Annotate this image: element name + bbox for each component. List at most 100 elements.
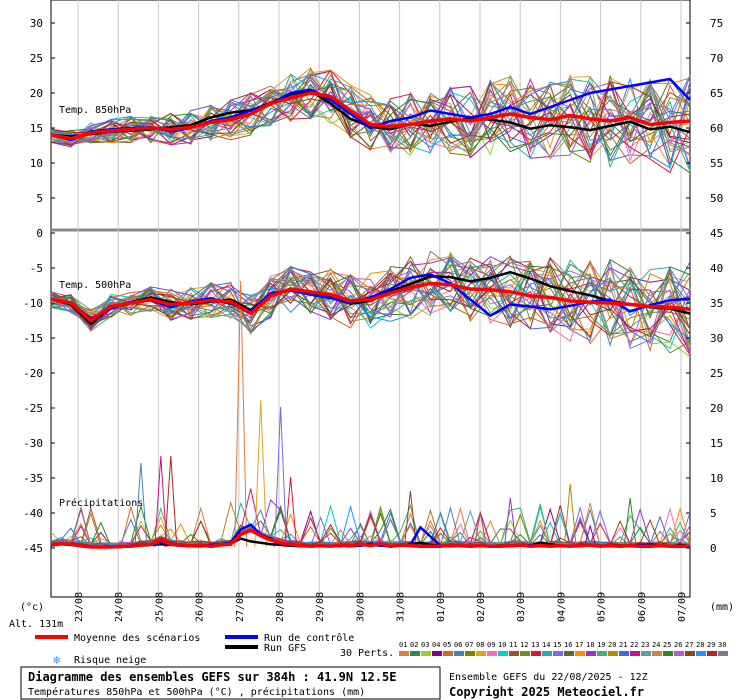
- pert-legend-number: 17: [575, 641, 583, 649]
- y-tick-right: 15: [710, 437, 723, 450]
- perturbation-line-500: [50, 256, 691, 336]
- run-label: Ensemble GEFS du 22/08/2025 - 12Z: [449, 672, 648, 683]
- legend-mean-label: Moyenne des scénarios: [74, 632, 200, 644]
- pert-legend-number: 22: [630, 641, 638, 649]
- x-tick-label: 30/08: [355, 592, 366, 622]
- pert-legend-swatch: [630, 651, 640, 656]
- pert-legend-number: 15: [553, 641, 561, 649]
- x-tick-label: 25/08: [154, 592, 165, 622]
- perturbation-line-500: [50, 255, 691, 354]
- x-tick-label: 06/09: [637, 592, 648, 622]
- precip-peak: [473, 511, 487, 548]
- pert-legend-number: 13: [531, 641, 539, 649]
- pert-legend-swatch: [410, 651, 420, 656]
- pert-legend-swatch: [553, 651, 563, 656]
- pert-legend-number: 28: [696, 641, 704, 649]
- pert-legend-swatch: [476, 651, 486, 656]
- y-tick-right: 55: [710, 157, 723, 170]
- mean-line-precip: [50, 528, 690, 549]
- y-tick-left: 5: [36, 192, 43, 205]
- legend-control-label: Run de contrôle: [264, 632, 354, 644]
- precip-peak: [164, 455, 178, 548]
- pert-legend-swatch: [399, 651, 409, 656]
- precip-peak: [284, 476, 298, 548]
- pert-legend-swatch: [498, 651, 508, 656]
- chart-title: Diagramme des ensembles GEFS sur 384h : …: [28, 670, 396, 684]
- perturbation-line-500: [50, 264, 691, 343]
- perturbation-line-500: [50, 255, 691, 351]
- pert-legend-swatch: [443, 651, 453, 656]
- legend-perts-label: 30 Perts.: [340, 648, 394, 659]
- y-tick-right: 30: [710, 332, 723, 345]
- x-tick-label: 05/09: [597, 592, 608, 622]
- y-tick-right: 20: [710, 402, 723, 415]
- x-tick-label: 28/08: [275, 592, 286, 622]
- panel-label-850: Temp. 850hPa: [59, 105, 131, 116]
- y-tick-left: 0: [36, 227, 43, 240]
- precip-peak: [503, 497, 517, 548]
- y-tick-right: 60: [710, 122, 723, 135]
- pert-legend-number: 25: [663, 641, 671, 649]
- pert-legend-swatch: [542, 651, 552, 656]
- precip-peak: [274, 406, 288, 548]
- pert-legend-number: 01: [399, 641, 407, 649]
- perturbation-line-500: [50, 255, 691, 350]
- mean-line-500: [50, 281, 691, 323]
- x-tick-label: 26/08: [195, 592, 206, 622]
- y-tick-left: 15: [30, 122, 43, 135]
- x-tick-label: 07/09: [677, 592, 688, 622]
- y-tick-right: 75: [710, 17, 723, 30]
- pert-legend-number: 10: [498, 641, 506, 649]
- pert-legend-number: 07: [465, 641, 473, 649]
- y-tick-left: 30: [30, 17, 43, 30]
- perturbation-line-precip: [50, 505, 691, 547]
- perturbation-line-500: [50, 258, 691, 355]
- pert-legend-swatch: [421, 651, 431, 656]
- precip-peak: [154, 455, 168, 548]
- precip-peak: [134, 462, 148, 548]
- pert-legend-number: 21: [619, 641, 627, 649]
- x-tick-label: 02/09: [476, 592, 487, 622]
- pert-legend-number: 23: [641, 641, 649, 649]
- pert-legend-number: 27: [685, 641, 693, 649]
- x-tick-label: 24/08: [114, 592, 125, 622]
- pert-legend-number: 18: [586, 641, 594, 649]
- perturbation-line-500: [50, 257, 691, 338]
- pert-legend-swatch: [696, 651, 706, 656]
- perturbation-line-850: [50, 73, 691, 155]
- precip-peak: [403, 490, 417, 548]
- x-tick-label: 01/09: [436, 592, 447, 622]
- pert-legend-swatch: [663, 651, 673, 656]
- pert-legend-swatch: [641, 651, 651, 656]
- perturbation-legend: 01 02 03 04 05 06 07 08 09 10 11 12 13 14 15 16 17 18 19 20…: [399, 641, 728, 656]
- pert-legend-number: 11: [509, 641, 517, 649]
- pert-legend-swatch: [652, 651, 662, 656]
- pert-legend-number: 09: [487, 641, 495, 649]
- perturbation-line-850: [50, 77, 691, 167]
- pert-legend-number: 03: [421, 641, 429, 649]
- x-tick-label: 03/09: [516, 592, 527, 622]
- pert-legend-swatch: [432, 651, 442, 656]
- y-tick-right: 50: [710, 192, 723, 205]
- y-tick-left: -15: [23, 332, 43, 345]
- x-tick-label: 29/08: [315, 592, 326, 622]
- pert-legend-swatch: [564, 651, 574, 656]
- pert-legend-swatch: [454, 651, 464, 656]
- y-tick-left: -35: [23, 472, 43, 485]
- series-layer: [50, 67, 691, 549]
- pert-legend-swatch: [487, 651, 497, 656]
- y-tick-left: 25: [30, 52, 43, 65]
- y-tick-right: 65: [710, 87, 723, 100]
- copyright: Copyright 2025 Meteociel.fr: [449, 685, 644, 699]
- perturbation-line-850: [50, 74, 691, 168]
- perturbation-line-500: [50, 250, 691, 333]
- y-tick-left: -25: [23, 402, 43, 415]
- right-unit: (mm): [710, 602, 734, 613]
- y-tick-left: -40: [23, 507, 43, 520]
- x-tick-label: 04/09: [556, 592, 567, 622]
- y-tick-right: 70: [710, 52, 723, 65]
- y-tick-right: 35: [710, 297, 723, 310]
- pert-legend-number: 04: [432, 641, 440, 649]
- precip-peak: [254, 399, 268, 548]
